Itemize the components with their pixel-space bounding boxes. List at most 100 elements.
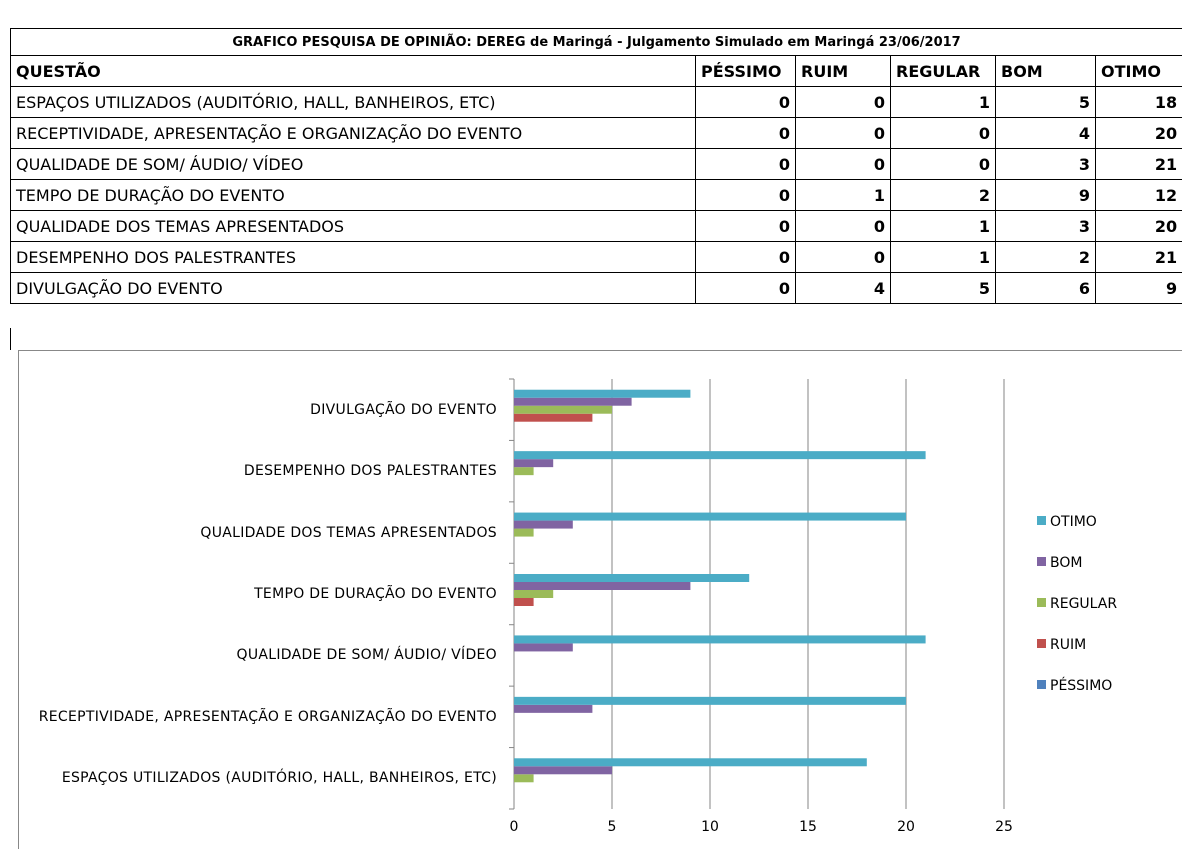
category-label: DESEMPENHO DOS PALESTRANTES [19,441,497,501]
value-cell: 21 [1096,149,1182,180]
question-cell: DESEMPENHO DOS PALESTRANTES [11,242,696,273]
bar [514,766,612,774]
category-label: QUALIDADE DE SOM/ ÁUDIO/ VÍDEO [19,625,497,685]
legend-swatch [1037,557,1046,566]
legend-swatch [1037,598,1046,607]
category-text: TEMPO DE DURAÇÃO DO EVENTO [254,582,497,606]
question-cell: TEMPO DE DURAÇÃO DO EVENTO [11,180,696,211]
bar [514,643,573,651]
category-label: TEMPO DE DURAÇÃO DO EVENTO [19,564,497,624]
value-cell: 9 [996,180,1096,211]
value-cell: 2 [891,180,996,211]
value-cell: 3 [996,149,1096,180]
question-cell: DIVULGAÇÃO DO EVENTO [11,273,696,304]
value-cell: 4 [996,118,1096,149]
value-cell: 6 [996,273,1096,304]
value-cell: 4 [796,273,891,304]
category-text: ESPAÇOS UTILIZADOS (AUDITÓRIO, HALL, BAN… [62,766,497,790]
bar [514,529,534,537]
value-cell: 0 [796,118,891,149]
bar [514,774,534,782]
table-body: GRAFICO PESQUISA DE OPINIÃO: DEREG de Ma… [11,29,1182,304]
x-tick-label: 0 [510,819,519,835]
x-tick-label: 10 [701,819,719,835]
value-cell: 0 [696,211,796,242]
question-cell: QUALIDADE DOS TEMAS APRESENTADOS [11,211,696,242]
bar [514,697,906,705]
legend-label: PÉSSIMO [1050,677,1112,694]
table-row: RECEPTIVIDADE, APRESENTAÇÃO E ORGANIZAÇÃ… [11,118,1182,149]
value-cell: 5 [996,87,1096,118]
bar [514,635,926,643]
value-cell: 18 [1096,87,1182,118]
value-cell: 21 [1096,242,1182,273]
value-cell: 0 [696,180,796,211]
value-cell: 20 [1096,211,1182,242]
bar [514,451,926,459]
bar [514,590,553,598]
header-cell: PÉSSIMO [696,56,796,87]
header-cell: REGULAR [891,56,996,87]
legend-swatch [1037,639,1046,648]
value-cell: 1 [891,87,996,118]
value-cell: 1 [891,242,996,273]
x-tick-label: 15 [799,819,817,835]
table-title: GRAFICO PESQUISA DE OPINIÃO: DEREG de Ma… [11,29,1182,56]
legend-label: OTIMO [1050,514,1097,530]
bar [514,574,749,582]
value-cell: 2 [996,242,1096,273]
category-label: ESPAÇOS UTILIZADOS (AUDITÓRIO, HALL, BAN… [19,748,497,808]
header-cell: BOM [996,56,1096,87]
value-cell: 0 [796,211,891,242]
value-cell: 0 [796,87,891,118]
value-cell: 0 [696,242,796,273]
category-text: QUALIDADE DE SOM/ ÁUDIO/ VÍDEO [237,643,497,667]
category-text: QUALIDADE DOS TEMAS APRESENTADOS [200,521,497,545]
value-cell: 5 [891,273,996,304]
bar [514,459,553,467]
value-cell: 0 [696,273,796,304]
value-cell: 1 [891,211,996,242]
bar [514,598,534,606]
empty-row [10,328,1182,350]
value-cell: 9 [1096,273,1182,304]
legend-swatch [1037,680,1046,689]
legend-swatch [1037,516,1046,525]
bar [514,513,906,521]
category-label: DIVULGAÇÃO DO EVENTO [19,380,497,440]
value-cell: 0 [796,242,891,273]
header-cell: QUESTÃO [11,56,696,87]
bar [514,758,867,766]
x-tick-label: 20 [897,819,915,835]
value-cell: 0 [796,149,891,180]
title-row: GRAFICO PESQUISA DE OPINIÃO: DEREG de Ma… [11,29,1182,56]
bar [514,390,690,398]
x-tick-label: 5 [608,819,617,835]
value-cell: 12 [1096,180,1182,211]
question-cell: RECEPTIVIDADE, APRESENTAÇÃO E ORGANIZAÇÃ… [11,118,696,149]
category-text: RECEPTIVIDADE, APRESENTAÇÃO E ORGANIZAÇÃ… [39,705,497,729]
question-cell: ESPAÇOS UTILIZADOS (AUDITÓRIO, HALL, BAN… [11,87,696,118]
bar [514,406,612,414]
data-table: GRAFICO PESQUISA DE OPINIÃO: DEREG de Ma… [10,28,1182,304]
bar [514,582,690,590]
value-cell: 1 [796,180,891,211]
question-cell: QUALIDADE DE SOM/ ÁUDIO/ VÍDEO [11,149,696,180]
value-cell: 0 [696,149,796,180]
header-cell: RUIM [796,56,891,87]
header-cell: OTIMO [1096,56,1182,87]
bar [514,414,592,422]
value-cell: 20 [1096,118,1182,149]
value-cell: 0 [891,118,996,149]
category-label: RECEPTIVIDADE, APRESENTAÇÃO E ORGANIZAÇÃ… [19,687,497,747]
value-cell: 0 [891,149,996,180]
x-tick-label: 25 [995,819,1013,835]
bar [514,705,592,713]
category-label: QUALIDADE DOS TEMAS APRESENTADOS [19,503,497,563]
legend-label: REGULAR [1050,596,1117,612]
